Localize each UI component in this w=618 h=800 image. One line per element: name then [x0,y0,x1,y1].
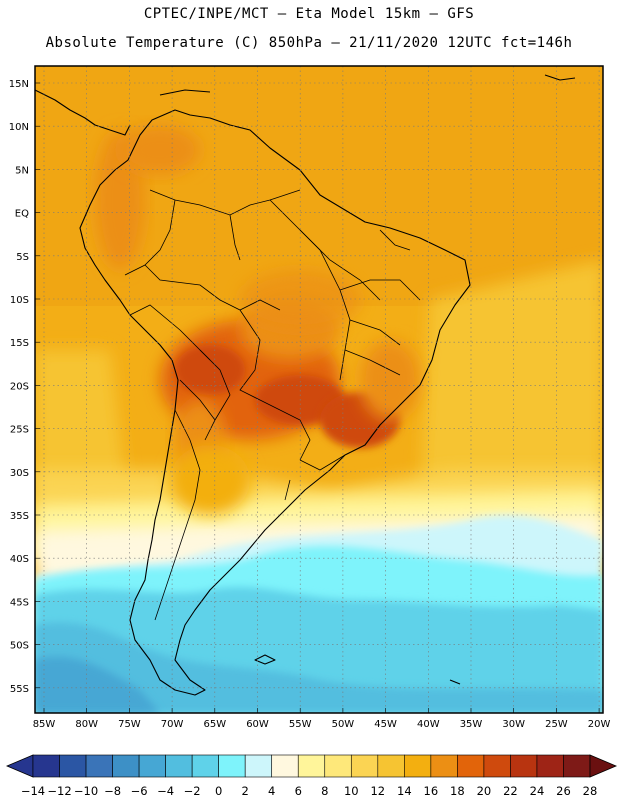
coastline [34,74,576,696]
colorbar-label: 28 [583,784,598,798]
colorbar-labels: −14 −12 −10 −8 −6 −4 −2 0 2 4 6 8 10 12 14 16 18 20 22 24 26… [21,784,597,798]
chart-title: CPTEC/INPE/MCT – Eta Model 15km – GFS [143,6,475,22]
country-borders [124,189,421,621]
lon-label: 65W [203,719,226,730]
colorbar-swatch [350,754,379,778]
lon-label: 80W [75,719,98,730]
lat-label: 35S [10,511,29,522]
lat-label: 10S [10,295,29,306]
lat-label: 20S [10,381,29,392]
colorbar-label: 22 [503,784,518,798]
colorbar-swatch [218,754,246,778]
lon-label: 20W [588,719,611,730]
lon-label: 50W [332,719,355,730]
lat-label: 5S [16,252,29,263]
lon-label: 25W [545,719,568,730]
colorbar-swatch [297,754,326,778]
lat-label: 25S [10,425,29,436]
colorbar-label: −4 [157,784,174,798]
lon-label: 45W [374,719,397,730]
colorbar-label: 16 [424,784,439,798]
colorbar-label: 20 [477,784,492,798]
temperature-field [35,66,603,713]
lon-label: 70W [161,719,184,730]
lat-label: 15S [10,338,29,349]
colorbar-swatch [430,754,458,778]
colorbar-swatch [324,754,352,778]
graticule [35,66,603,713]
colorbar-label: −2 [184,784,201,798]
colorbar-label: 10 [344,784,359,798]
colorbar-swatch [112,754,140,778]
lon-label: 85W [33,719,56,730]
colorbar-swatch [510,754,538,778]
lat-label: 50S [10,641,29,652]
colorbar-swatch [404,754,432,778]
colorbar-right-arrow [589,754,618,778]
lat-label: 55S [10,684,29,695]
colorbar-swatch [191,754,219,778]
chart-subtitle: Absolute Temperature (C) 850hPa – 21/11/… [45,35,573,51]
colorbar-label: −8 [104,784,121,798]
lon-label: 75W [118,719,141,730]
colorbar-label: 12 [370,784,385,798]
colorbar-swatch [85,754,113,778]
colorbar-label: −12 [47,784,71,798]
colorbar-swatch [138,754,166,778]
lon-label: 40W [417,719,440,730]
colorbar-label: 8 [321,784,328,798]
colorbar-label: 24 [530,784,545,798]
colorbar-swatch [244,754,273,778]
colorbar-label: 18 [450,784,465,798]
lon-label: 60W [246,719,269,730]
lat-label: 10N [9,122,29,133]
colorbar-swatch [32,754,60,778]
colorbar-swatch [563,754,591,778]
lon-label: 30W [502,719,525,730]
colorbar-label: 0 [215,784,222,798]
lat-label: 30S [10,468,29,479]
colorbar-swatch [377,754,405,778]
colorbar-label: 26 [556,784,571,798]
lat-label: 40S [10,554,29,565]
colorbar-swatch [59,754,87,778]
lon-label: 55W [289,719,312,730]
colorbar-swatch [483,754,511,778]
colorbar-label: 14 [397,784,412,798]
lat-label: 5N [15,165,29,176]
map-frame [34,65,604,714]
colorbar-label: 6 [295,784,302,798]
longitude-labels: 85W 80W 75W 70W 65W 60W 55W 50W 45W 40W 35W 30W 25W 2… [33,719,611,730]
colorbar-swatch [165,754,193,778]
lat-label: EQ [15,209,29,220]
colorbar-label: −14 [21,784,45,798]
colorbar-left-arrow [5,754,34,778]
colorbar-swatch [271,754,299,778]
lat-label: 45S [10,597,29,608]
colorbar-label: −10 [74,784,98,798]
colorbar-label: −6 [131,784,148,798]
colorbar-swatch [457,754,485,778]
lon-label: 35W [460,719,483,730]
colorbar [5,754,618,778]
lat-label: 15N [9,79,29,90]
colorbar-label: 2 [242,784,249,798]
colorbar-swatch [536,754,564,778]
colorbar-label: 4 [268,784,275,798]
latitude-labels: 15N 10N 5N EQ 5S 10S 15S 20S 25S 30S 35S 40S 45S 50S 5… [9,79,29,695]
